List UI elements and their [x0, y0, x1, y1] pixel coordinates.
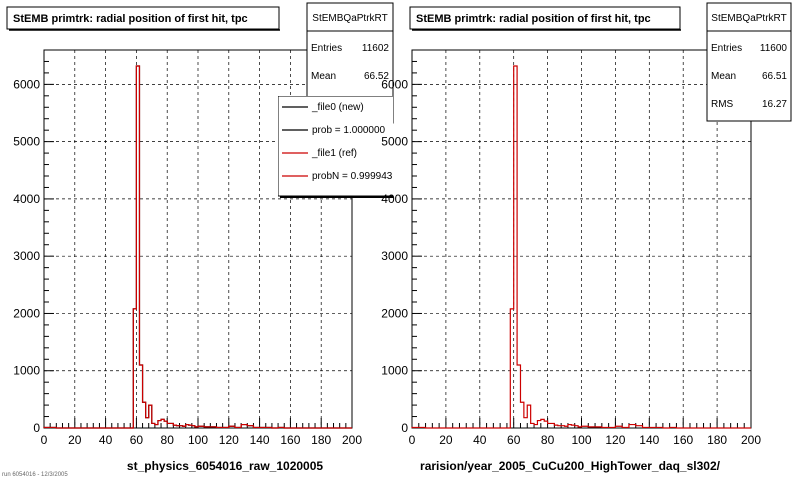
legend-entry: probN = 0.999943	[312, 171, 393, 182]
stats-value: 66.52	[364, 71, 389, 82]
title-box	[409, 6, 681, 30]
y-tick-label: 3000	[381, 249, 408, 263]
chart-panel-2: 0 20 40 60 80 100 120 140 160 180 2000100020003000…	[381, 2, 792, 473]
stats-label: RMS	[711, 99, 734, 110]
chart-panel-1: 0 20 40 60 80 100 120 140 160 180 2000100020003000…	[6, 2, 394, 473]
y-tick-label: 2000	[13, 306, 40, 320]
x-tick-label: 100	[571, 433, 591, 447]
y-tick-label: 2000	[381, 306, 408, 320]
stats-label: Mean	[311, 71, 336, 82]
stats-name: StEMBQaPtrkRT	[711, 13, 786, 24]
x-tick-label: 60	[507, 433, 521, 447]
legend-entry: _file1 (ref)	[311, 148, 357, 159]
x-tick-label: 60	[130, 433, 144, 447]
y-tick-label: 5000	[381, 135, 408, 149]
stats-name: StEMBQaPtrkRT	[312, 13, 387, 24]
x-tick-label: 20	[68, 433, 82, 447]
legend-entry: _file0 (new)	[311, 102, 364, 113]
legend-entry: prob = 1.000000	[312, 125, 386, 136]
x-axis-label: rarision/year_2005_CuCu200_HighTower_daq…	[420, 459, 721, 473]
legend-box	[278, 96, 393, 197]
chart-title: StEMB primtrk: radial position of first …	[416, 13, 651, 25]
series-line-2	[43, 65, 352, 429]
x-tick-label: 140	[250, 433, 270, 447]
x-tick-label: 120	[219, 433, 239, 447]
y-tick-label: 3000	[13, 249, 40, 263]
x-tick-label: 80	[161, 433, 175, 447]
chart-title: StEMB primtrk: radial position of first …	[13, 13, 248, 25]
x-tick-label: 120	[605, 433, 625, 447]
y-tick-label: 6000	[13, 77, 40, 91]
y-tick-label: 1000	[13, 364, 40, 378]
x-tick-label: 20	[439, 433, 453, 447]
x-tick-label: 40	[473, 433, 487, 447]
stats-value: 11600	[760, 43, 788, 54]
x-tick-label: 0	[409, 433, 416, 447]
y-tick-label: 4000	[381, 192, 408, 206]
legend-body: _file0 (new) prob = 1.000000 _file1 (ref) p…	[278, 96, 393, 198]
stats-label: Entries	[311, 43, 342, 54]
title-box	[6, 6, 280, 30]
x-tick-label: 40	[99, 433, 113, 447]
y-tick-label: 6000	[381, 77, 408, 91]
x-tick-label: 200	[342, 433, 362, 447]
y-tick-label: 1000	[381, 364, 408, 378]
stats-label: Entries	[711, 43, 742, 54]
legend: _file0 (new) prob = 1.000000 _file1 (ref) p…	[278, 96, 393, 198]
x-tick-label: 100	[188, 433, 208, 447]
corner-text: run 6054016 - 12/3/2005	[2, 472, 68, 478]
stats-label: Mean	[711, 71, 736, 82]
x-tick-label: 0	[41, 433, 48, 447]
stats-box	[706, 2, 792, 122]
y-tick-label: 5000	[13, 135, 40, 149]
x-tick-label: 160	[280, 433, 300, 447]
y-tick-label: 4000	[13, 192, 40, 206]
x-tick-label: 140	[639, 433, 659, 447]
x-tick-label: 180	[707, 433, 727, 447]
x-axis-label: st_physics_6054016_raw_1020005	[127, 459, 323, 473]
x-tick-label: 180	[311, 433, 331, 447]
y-tick-label: 0	[401, 421, 408, 435]
stats-value: 66.51	[762, 71, 787, 82]
y-tick-label: 0	[33, 421, 40, 435]
stats-value: 16.27	[762, 99, 787, 110]
series-line-1	[411, 65, 751, 429]
x-tick-label: 160	[673, 433, 693, 447]
stats-value: 11602	[362, 43, 390, 54]
x-tick-label: 80	[541, 433, 555, 447]
x-tick-label: 200	[741, 433, 761, 447]
